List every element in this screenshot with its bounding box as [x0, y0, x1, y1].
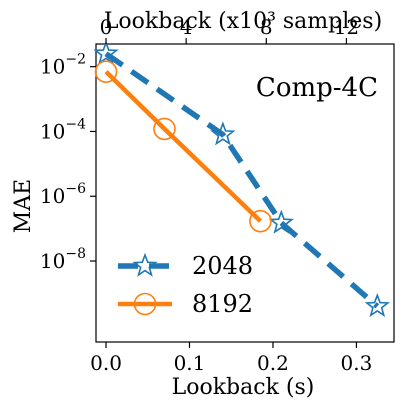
x-tick-label: 0.1 — [174, 351, 206, 375]
x-tick-label: 0.0 — [90, 351, 122, 375]
legend-label-2048: 2048 — [192, 252, 253, 280]
axes-box — [95, 43, 395, 343]
series-line-2048 — [104, 51, 380, 309]
data-point-8192 — [153, 117, 176, 141]
y-tick-label: 10−4 — [40, 116, 86, 143]
data-point-2048 — [364, 293, 390, 318]
data-point-2048 — [93, 40, 119, 65]
chart-title: Comp-4C — [256, 73, 378, 103]
y-tick-label: 10−2 — [40, 52, 86, 79]
data-point-2048 — [268, 209, 294, 234]
series-2048 — [93, 40, 390, 318]
data-point-2048 — [210, 121, 236, 146]
x2-tick-label: 12 — [334, 15, 359, 39]
legend-marker-2048 — [132, 252, 158, 277]
x2-tick-label: 8 — [260, 15, 273, 39]
x-tick-label: 0.2 — [257, 351, 289, 375]
legend-label-8192: 8192 — [192, 290, 253, 318]
ticks-layer: 0.0 0.1 0.2 0.3 0 4 8 12 10−2 10−4 10−6 10−8 — [40, 15, 372, 375]
x-axis-label: Lookback (s) — [172, 375, 315, 400]
x2-axis-label: Lookback (x10³ samples) — [104, 9, 382, 34]
x2-tick-label: 0 — [100, 15, 113, 39]
series-line-8192 — [104, 70, 262, 223]
y-tick-label: 10−6 — [40, 181, 86, 208]
legend: 2048 8192 — [118, 252, 253, 318]
y-tick-label: 10−8 — [40, 246, 86, 273]
data-point-8192 — [249, 209, 272, 233]
y-axis-label: MAE — [11, 179, 36, 233]
plot-frame — [95, 43, 395, 343]
legend-marker-8192 — [133, 292, 157, 316]
data-point-8192 — [94, 60, 118, 83]
x2-tick-label: 4 — [180, 15, 193, 39]
x-tick-label: 0.3 — [341, 351, 373, 375]
series-layer — [93, 40, 390, 318]
series-8192 — [94, 60, 272, 233]
